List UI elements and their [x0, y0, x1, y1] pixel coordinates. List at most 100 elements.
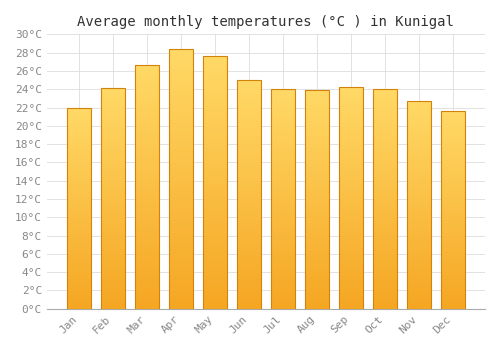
Bar — [271, 93, 295, 96]
Bar — [101, 192, 124, 194]
Bar — [67, 206, 90, 208]
Bar — [135, 79, 158, 82]
Bar — [101, 110, 124, 113]
Bar — [442, 228, 465, 230]
Bar — [237, 293, 261, 295]
Bar — [101, 150, 124, 152]
Bar — [203, 223, 227, 225]
Bar — [101, 163, 124, 166]
Bar — [237, 107, 261, 110]
Bar — [169, 111, 192, 114]
Bar — [339, 140, 363, 143]
Bar — [67, 279, 90, 281]
Bar — [135, 282, 158, 284]
Bar — [203, 82, 227, 84]
Bar — [339, 256, 363, 258]
Bar — [407, 130, 431, 132]
Bar — [169, 96, 192, 98]
Bar — [169, 288, 192, 290]
Bar — [339, 88, 363, 309]
Bar — [237, 169, 261, 172]
Bar — [67, 132, 90, 134]
Bar — [305, 193, 329, 195]
Bar — [169, 117, 192, 119]
Bar — [101, 194, 124, 196]
Bar — [407, 259, 431, 261]
Bar — [442, 162, 465, 164]
Bar — [271, 155, 295, 157]
Bar — [271, 138, 295, 140]
Bar — [339, 116, 363, 118]
Bar — [203, 132, 227, 134]
Bar — [339, 258, 363, 260]
Bar — [373, 234, 397, 236]
Bar — [67, 194, 90, 196]
Bar — [271, 282, 295, 285]
Bar — [237, 172, 261, 174]
Bar — [442, 135, 465, 137]
Bar — [271, 228, 295, 230]
Bar — [339, 160, 363, 163]
Bar — [101, 267, 124, 269]
Bar — [101, 154, 124, 157]
Bar — [237, 160, 261, 162]
Bar — [271, 91, 295, 93]
Bar — [407, 304, 431, 307]
Bar — [135, 262, 158, 265]
Bar — [203, 167, 227, 170]
Bar — [237, 238, 261, 240]
Bar — [101, 227, 124, 229]
Bar — [135, 174, 158, 177]
Bar — [67, 148, 90, 150]
Bar — [305, 189, 329, 191]
Bar — [135, 113, 158, 116]
Bar — [305, 164, 329, 167]
Bar — [203, 130, 227, 132]
Bar — [169, 142, 192, 145]
Bar — [407, 199, 431, 201]
Bar — [203, 266, 227, 268]
Bar — [339, 185, 363, 187]
Bar — [373, 221, 397, 223]
Bar — [373, 208, 397, 210]
Bar — [305, 285, 329, 287]
Bar — [101, 159, 124, 161]
Bar — [407, 257, 431, 259]
Bar — [305, 291, 329, 293]
Bar — [442, 247, 465, 250]
Bar — [442, 224, 465, 226]
Bar — [271, 188, 295, 190]
Bar — [135, 135, 158, 138]
Bar — [237, 185, 261, 188]
Bar — [339, 238, 363, 240]
Bar — [169, 88, 192, 91]
Bar — [135, 99, 158, 101]
Bar — [203, 182, 227, 185]
Bar — [442, 194, 465, 196]
Bar — [373, 157, 397, 160]
Bar — [169, 75, 192, 78]
Bar — [169, 280, 192, 283]
Bar — [407, 166, 431, 168]
Bar — [169, 197, 192, 199]
Bar — [407, 263, 431, 265]
Bar — [339, 194, 363, 196]
Bar — [203, 220, 227, 223]
Bar — [339, 127, 363, 130]
Bar — [135, 84, 158, 86]
Bar — [339, 178, 363, 180]
Bar — [407, 149, 431, 151]
Bar — [169, 283, 192, 285]
Bar — [271, 177, 295, 179]
Bar — [407, 132, 431, 134]
Bar — [305, 217, 329, 219]
Bar — [135, 231, 158, 233]
Bar — [67, 240, 90, 242]
Bar — [101, 185, 124, 188]
Bar — [271, 116, 295, 118]
Bar — [339, 216, 363, 218]
Bar — [373, 291, 397, 293]
Bar — [305, 125, 329, 127]
Bar — [373, 89, 397, 309]
Bar — [203, 84, 227, 86]
